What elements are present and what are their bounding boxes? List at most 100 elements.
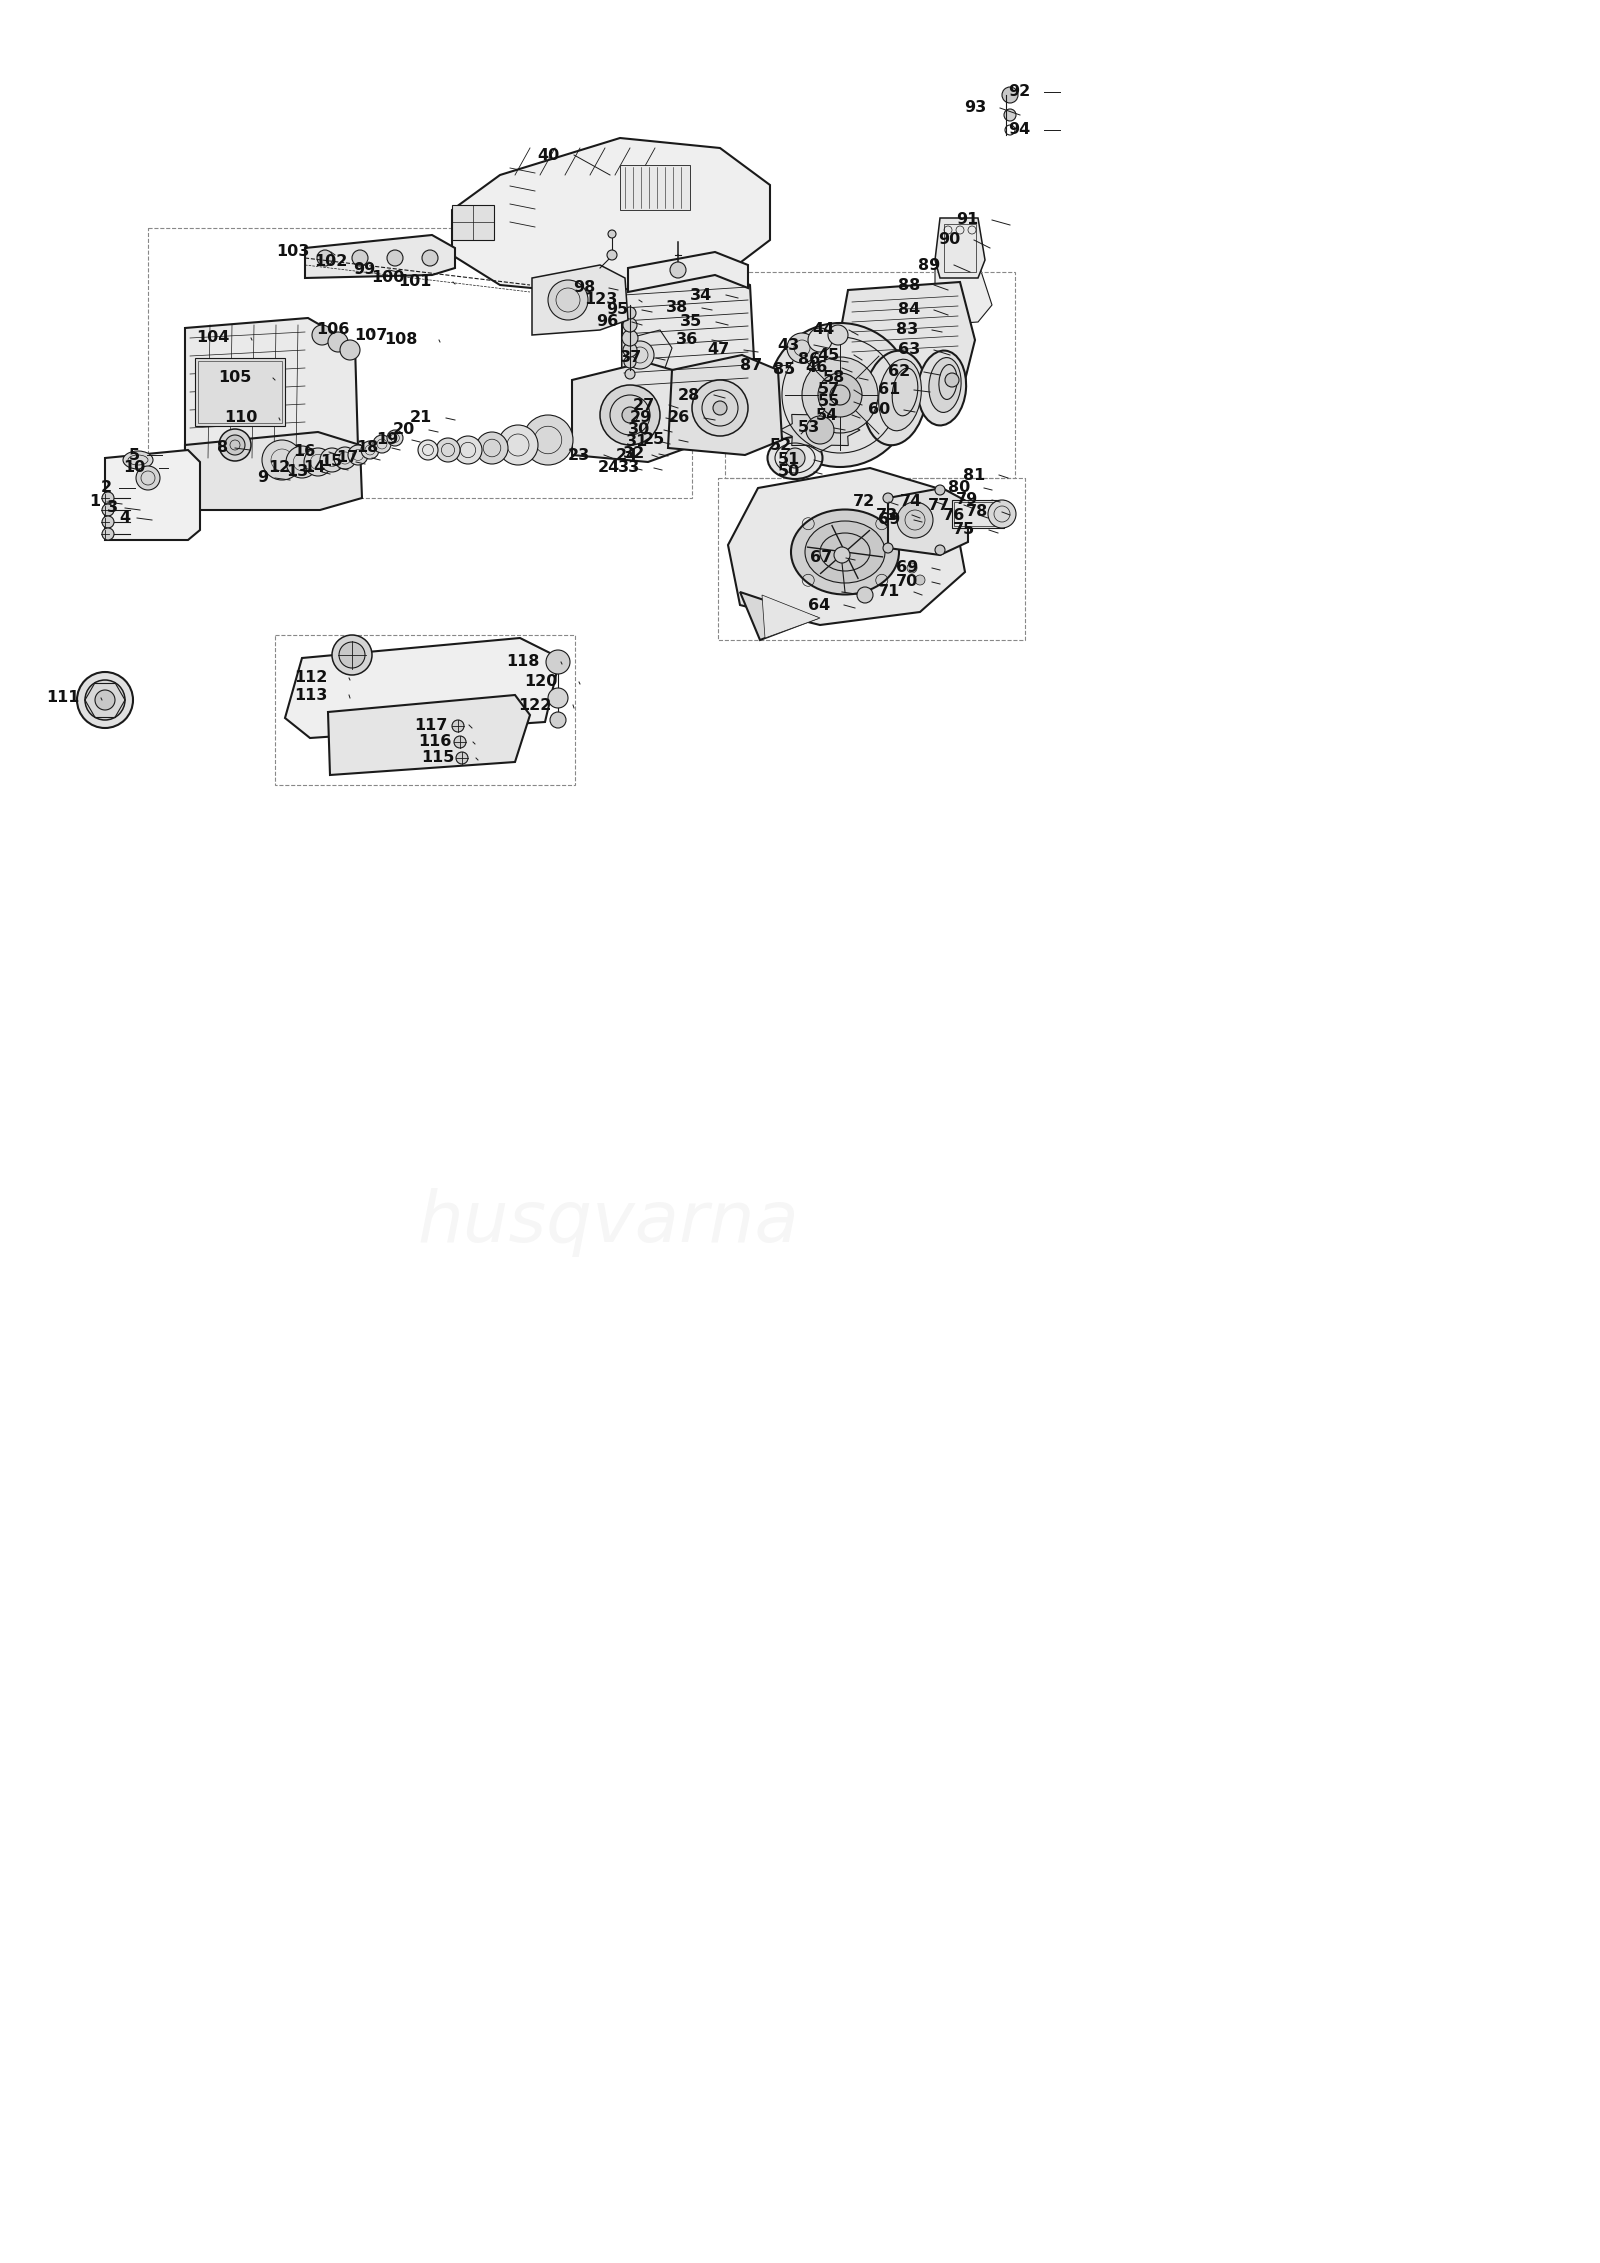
Polygon shape — [453, 138, 770, 294]
Text: 12: 12 — [267, 459, 290, 475]
Text: 19: 19 — [376, 432, 398, 448]
Text: 108: 108 — [384, 333, 418, 349]
Circle shape — [915, 575, 925, 586]
Text: 64: 64 — [808, 597, 830, 613]
Text: 110: 110 — [224, 410, 258, 425]
Text: 81: 81 — [963, 468, 986, 482]
Circle shape — [136, 466, 160, 491]
Text: 112: 112 — [294, 670, 328, 686]
Text: 3: 3 — [107, 500, 118, 516]
Circle shape — [622, 330, 638, 346]
Circle shape — [626, 342, 654, 369]
Text: 89: 89 — [918, 258, 941, 272]
Text: 111: 111 — [46, 690, 80, 706]
Ellipse shape — [918, 351, 966, 425]
Text: 38: 38 — [666, 301, 688, 315]
Text: 118: 118 — [507, 654, 541, 670]
Text: 67: 67 — [810, 550, 832, 566]
Text: 94: 94 — [1008, 122, 1030, 138]
Polygon shape — [627, 251, 749, 292]
Text: 63: 63 — [898, 342, 920, 358]
Text: 52: 52 — [770, 437, 792, 453]
Text: 8: 8 — [218, 441, 229, 455]
Text: 104: 104 — [197, 330, 230, 346]
Text: 14: 14 — [302, 459, 325, 475]
Text: 16: 16 — [293, 444, 315, 459]
Text: 79: 79 — [955, 493, 978, 507]
Text: 23: 23 — [568, 448, 590, 462]
Circle shape — [907, 563, 917, 573]
Circle shape — [786, 448, 805, 468]
Circle shape — [422, 249, 438, 267]
Polygon shape — [888, 489, 968, 554]
Text: 58: 58 — [822, 371, 845, 385]
Text: 106: 106 — [317, 324, 350, 337]
Text: 31: 31 — [626, 434, 648, 450]
Text: 83: 83 — [896, 324, 918, 337]
Circle shape — [320, 448, 344, 473]
Text: husqvarna: husqvarna — [418, 1188, 798, 1256]
Ellipse shape — [930, 358, 962, 412]
Polygon shape — [838, 283, 974, 387]
Text: 61: 61 — [878, 382, 899, 398]
Circle shape — [546, 649, 570, 674]
Circle shape — [387, 249, 403, 267]
Ellipse shape — [768, 437, 822, 480]
Bar — [195, 358, 285, 425]
Bar — [952, 500, 1005, 527]
Text: 36: 36 — [675, 333, 698, 349]
Circle shape — [317, 249, 333, 267]
Text: 87: 87 — [739, 358, 762, 373]
Circle shape — [989, 500, 1016, 527]
Text: 115: 115 — [422, 751, 454, 765]
Polygon shape — [728, 468, 965, 625]
Circle shape — [339, 643, 365, 668]
Text: 32: 32 — [622, 446, 645, 462]
Text: 73: 73 — [875, 507, 898, 523]
Circle shape — [352, 249, 368, 267]
Text: 80: 80 — [947, 480, 970, 496]
Circle shape — [304, 448, 333, 475]
Circle shape — [349, 446, 368, 464]
Circle shape — [626, 369, 635, 378]
Circle shape — [262, 439, 302, 480]
Circle shape — [312, 326, 333, 344]
Text: 70: 70 — [896, 575, 918, 588]
Bar — [621, 165, 690, 210]
Circle shape — [691, 380, 749, 437]
Circle shape — [219, 430, 251, 462]
Polygon shape — [669, 355, 782, 455]
Text: 24: 24 — [598, 459, 621, 475]
Circle shape — [334, 448, 355, 468]
Polygon shape — [762, 595, 819, 638]
Text: 91: 91 — [955, 213, 978, 229]
Polygon shape — [186, 319, 358, 462]
Text: 76: 76 — [942, 507, 965, 523]
Circle shape — [477, 432, 509, 464]
Text: 29: 29 — [630, 410, 653, 425]
Ellipse shape — [790, 509, 899, 595]
Text: 95: 95 — [606, 303, 627, 317]
Polygon shape — [622, 330, 672, 378]
Circle shape — [714, 401, 726, 414]
Text: 103: 103 — [277, 244, 310, 260]
Text: 45: 45 — [818, 349, 840, 362]
Circle shape — [898, 502, 933, 539]
Text: 93: 93 — [963, 100, 986, 115]
Circle shape — [1005, 109, 1016, 120]
Text: 18: 18 — [355, 441, 378, 455]
Ellipse shape — [864, 351, 926, 446]
Circle shape — [435, 439, 461, 462]
Bar — [453, 206, 494, 240]
Text: 28: 28 — [678, 387, 701, 403]
Text: 69: 69 — [896, 561, 918, 575]
Text: 40: 40 — [538, 147, 560, 163]
Text: 4: 4 — [118, 511, 130, 525]
Circle shape — [787, 333, 818, 362]
Text: 99: 99 — [352, 263, 374, 278]
Text: 55: 55 — [818, 394, 840, 410]
Circle shape — [418, 439, 438, 459]
Circle shape — [102, 527, 114, 541]
Text: 57: 57 — [818, 382, 840, 398]
Ellipse shape — [805, 520, 885, 584]
